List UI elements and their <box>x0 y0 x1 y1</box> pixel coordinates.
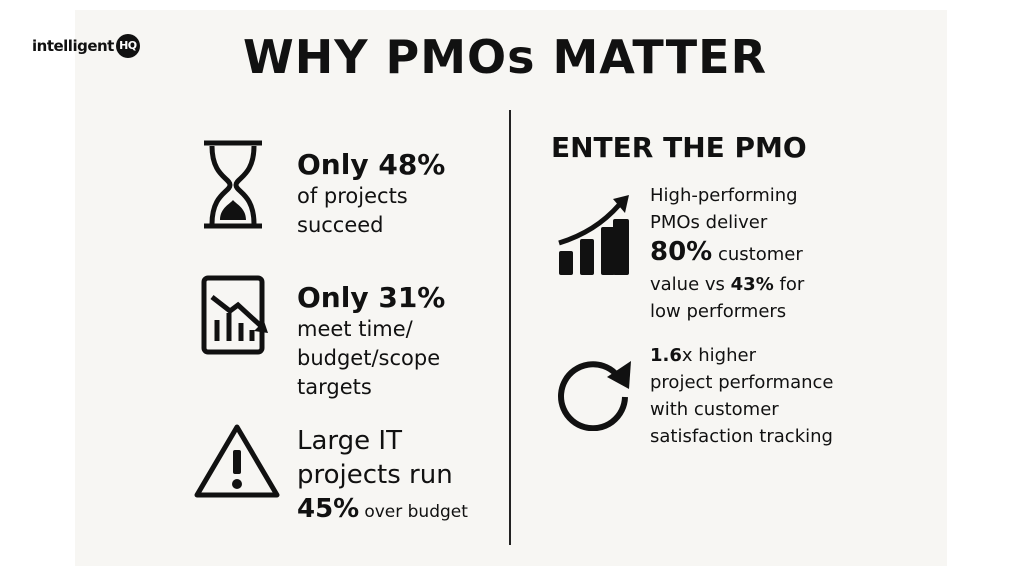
logo: intelligent HQ <box>32 34 140 58</box>
text-line: low performers <box>650 301 787 322</box>
text-line: 1.6x higher <box>650 342 833 369</box>
text: value vs <box>650 274 725 295</box>
chart-down-icon <box>201 275 268 355</box>
text-line: with customer <box>650 399 779 420</box>
highlight: 1.6 <box>650 345 682 366</box>
stat-2: Only 31% meet time/ budget/scope targets <box>297 281 445 402</box>
text-line: budget/scope <box>297 346 441 370</box>
headline: Only 31% <box>297 281 446 314</box>
text: customer <box>717 244 803 265</box>
text-line: High-performing <box>650 185 798 206</box>
logo-badge: HQ <box>115 34 140 58</box>
hourglass-icon <box>204 140 262 229</box>
text-line: 45% over budget <box>297 492 468 529</box>
right-heading: ENTER THE PMO <box>551 131 807 164</box>
text-line: of projects <box>297 184 408 208</box>
highlight: 45% <box>297 494 360 524</box>
text-line: meet time/ <box>297 317 413 341</box>
text-line: project performance <box>650 372 834 393</box>
text-line: 80% customer <box>650 236 804 271</box>
growth-icon <box>558 195 629 275</box>
divider <box>509 110 511 545</box>
panel <box>75 10 947 566</box>
warning-icon <box>194 424 280 498</box>
text-line: projects run <box>297 460 453 490</box>
text-line: targets <box>297 375 372 399</box>
highlight: 80% <box>650 237 713 267</box>
headline: Only 48% <box>297 148 446 181</box>
text-line: PMOs deliver <box>650 212 768 233</box>
stat-1: Only 48% of projects succeed <box>297 148 445 240</box>
text-line: value vs 43% for <box>650 271 804 298</box>
refresh-icon <box>558 361 631 431</box>
text: for <box>779 274 805 295</box>
pmo-stat-1: High-performing PMOs deliver 80% custome… <box>650 182 804 325</box>
title: WHY PMOs MATTER <box>242 30 767 84</box>
tail: over budget <box>364 502 468 522</box>
text: x higher <box>681 345 756 366</box>
stat-3: Large IT projects run 45% over budget <box>297 424 468 529</box>
text-line: satisfaction tracking <box>650 426 833 447</box>
logo-text: intelligent <box>32 37 114 55</box>
pmo-stat-2: 1.6x higher project performance with cus… <box>650 342 833 450</box>
highlight: 43% <box>730 274 774 295</box>
text-line: Large IT <box>297 426 402 456</box>
text-line: succeed <box>297 213 384 237</box>
